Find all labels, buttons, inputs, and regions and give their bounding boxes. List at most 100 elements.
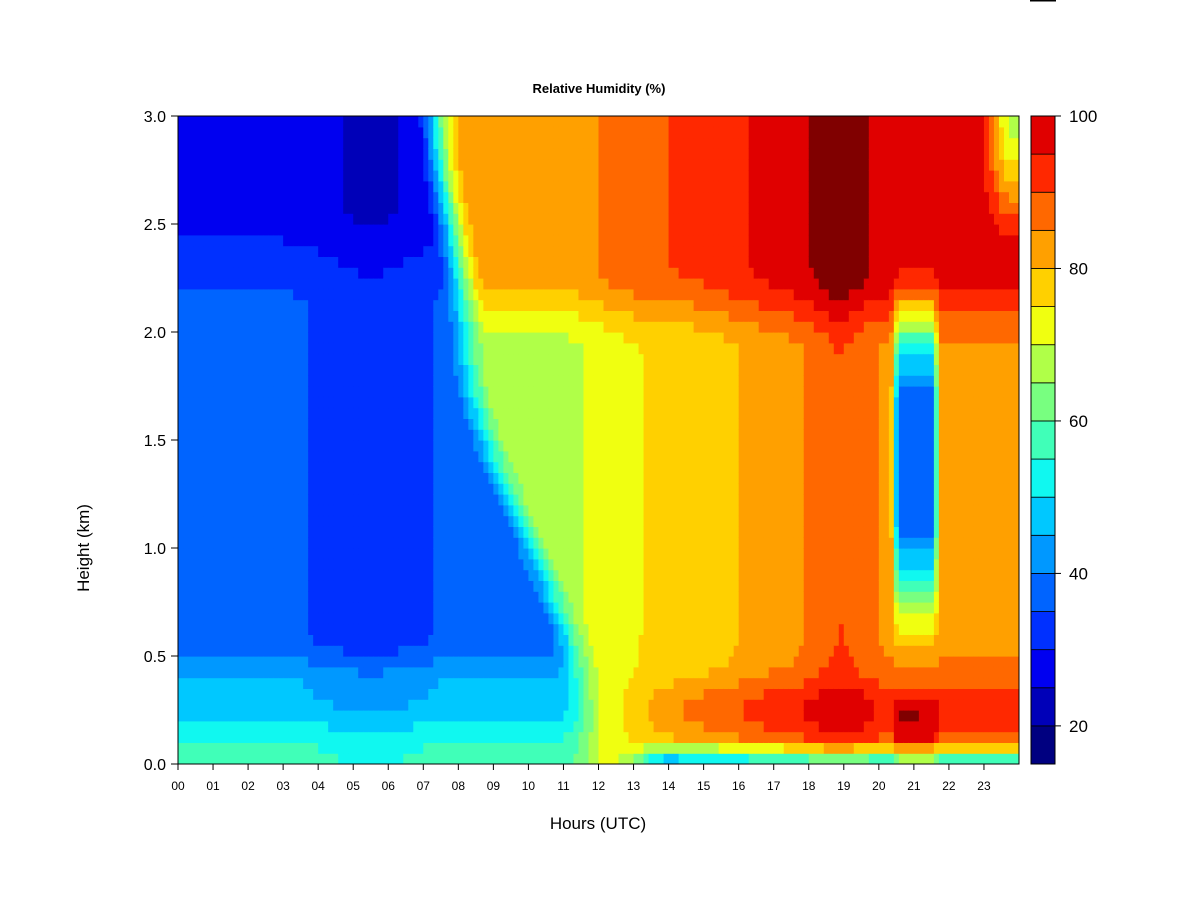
heat-cell [428, 450, 434, 463]
heat-cell [498, 526, 504, 538]
heat-cell [413, 483, 419, 495]
heat-cell [483, 116, 489, 128]
heat-cell [493, 742, 499, 754]
heat-cell [193, 213, 199, 225]
heat-cell [388, 591, 394, 603]
heat-cell [553, 418, 560, 430]
heat-cell [263, 699, 269, 711]
heat-cell [308, 213, 314, 225]
heat-cell [338, 440, 344, 452]
heat-cell [398, 299, 404, 311]
heat-cell [308, 202, 314, 214]
heat-cell [273, 342, 279, 355]
heat-cell [213, 483, 219, 495]
heat-cell [243, 159, 249, 171]
heat-cell [573, 440, 580, 452]
heat-cell [503, 148, 509, 160]
heat-cell [328, 116, 334, 128]
heat-cell [543, 677, 550, 689]
heat-cell [548, 224, 555, 236]
heat-cell [353, 569, 359, 581]
heat-cell [453, 170, 459, 182]
heat-cell [373, 353, 379, 365]
heat-cell [373, 461, 379, 473]
heat-cell [198, 677, 204, 689]
heat-cell [543, 321, 550, 333]
heat-cell [253, 332, 259, 344]
heat-cell [248, 688, 254, 700]
heat-cell [503, 677, 509, 689]
heat-cell [383, 742, 389, 754]
heat-cell [438, 558, 444, 571]
heat-cell [568, 526, 575, 538]
heat-cell [298, 170, 304, 182]
heat-cell [213, 710, 219, 722]
heat-cell [383, 116, 389, 128]
heat-cell [408, 461, 414, 473]
heat-cell [433, 699, 439, 711]
heat-cell [398, 526, 404, 538]
heat-cell [278, 731, 284, 743]
heat-cell [528, 440, 535, 452]
heat-cell [223, 429, 229, 441]
heat-cell [268, 191, 274, 203]
heat-cell [378, 278, 384, 290]
heat-cell [498, 558, 504, 571]
heat-cell [203, 612, 209, 625]
heat-cell [503, 699, 509, 711]
heat-cell [223, 234, 229, 247]
heat-cell [498, 645, 504, 657]
heat-cell [548, 580, 555, 592]
heat-cell [433, 116, 439, 128]
heat-cell [398, 634, 404, 646]
heat-cell [353, 558, 359, 571]
heat-cell [513, 342, 520, 355]
heat-cell [438, 386, 444, 398]
heat-cell [208, 731, 214, 743]
heat-cell [323, 429, 329, 441]
heat-cell [453, 148, 459, 160]
heat-cell [363, 170, 369, 182]
heat-cell [318, 202, 324, 214]
heat-cell [228, 591, 234, 603]
heat-cell [328, 213, 334, 225]
heat-cell [528, 483, 535, 495]
heat-cell [413, 288, 419, 301]
heat-cell [338, 375, 344, 387]
heat-cell [583, 418, 590, 430]
heat-cell [238, 623, 244, 635]
heat-cell [268, 180, 274, 193]
heat-cell [543, 364, 550, 376]
heat-cell [543, 213, 550, 225]
heat-cell [218, 191, 224, 203]
heat-cell [458, 256, 464, 268]
heatmap-field [178, 116, 1019, 764]
heat-cell [258, 386, 264, 398]
heat-cell [523, 224, 530, 236]
heat-cell [263, 137, 269, 149]
heat-cell [323, 116, 329, 128]
heat-cell [183, 472, 189, 484]
heat-cell [208, 612, 214, 625]
heat-cell [428, 580, 434, 592]
heat-cell [508, 170, 514, 182]
heat-cell [443, 299, 449, 311]
heat-cell [568, 429, 575, 441]
heat-cell [368, 310, 374, 322]
heat-cell [508, 159, 514, 171]
heat-cell [593, 623, 600, 635]
heat-cell [228, 148, 234, 160]
heat-cell [428, 548, 434, 560]
heat-cell [218, 483, 224, 495]
heat-cell [343, 234, 349, 247]
heat-cell [503, 407, 509, 419]
heat-cell [248, 299, 254, 311]
heat-cell [333, 191, 339, 203]
heat-cell [308, 224, 314, 236]
heat-cell [228, 753, 234, 764]
heat-cell [343, 504, 349, 517]
heat-cell [418, 548, 424, 560]
heat-cell [183, 191, 189, 203]
heat-cell [183, 310, 189, 322]
heat-cell [343, 396, 349, 409]
